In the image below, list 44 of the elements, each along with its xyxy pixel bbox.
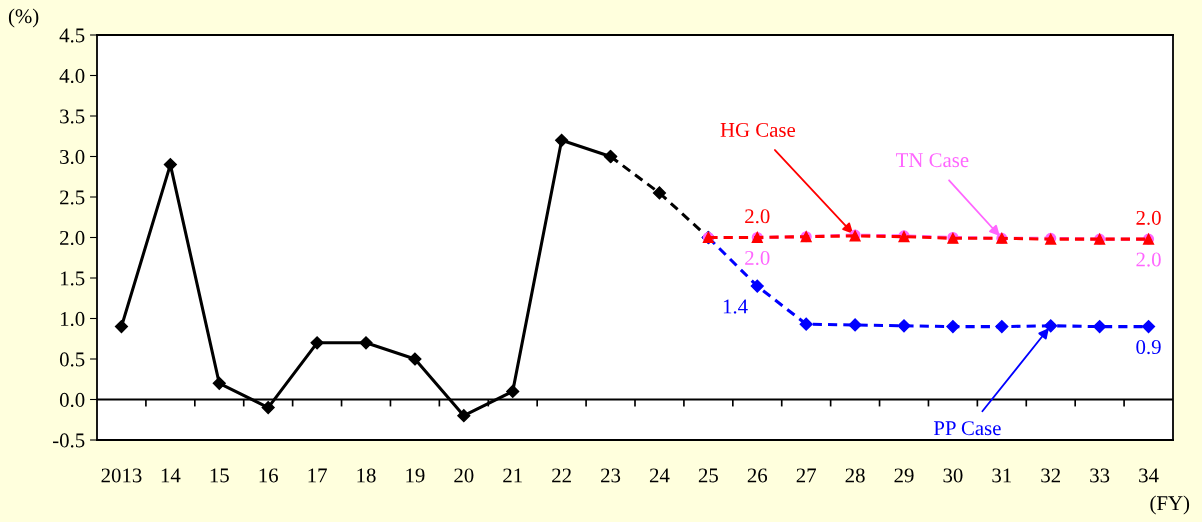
y-tick-label: 4.0 [59,68,85,84]
data-label: 2.0 [745,250,770,266]
y-tick-label: 4.5 [59,28,85,43]
x-tick-label: 15 [210,468,229,483]
x-tick-label: 16 [259,468,278,483]
x-tick-label: 34 [1139,468,1159,483]
y-tick-label: 0.0 [59,392,85,408]
x-tick-label: 28 [845,468,865,483]
x-tick-label: 22 [552,468,571,483]
x-tick-label: 32 [1041,468,1060,483]
y-axis-title: (%) [8,8,39,28]
x-tick-label: 21 [503,468,522,483]
x-axis-title: (FY) [1150,495,1190,515]
y-tick-label: 1.5 [60,271,85,286]
x-tick-label: 18 [357,468,376,483]
y-tick-label: 3.0 [60,149,85,165]
x-tick-label: 31 [992,468,1011,483]
x-tick-label: 20 [454,468,474,483]
y-tick-label: 3.5 [60,109,85,124]
x-tick-label: 30 [943,468,963,483]
y-tick-label: 1.0 [60,311,85,327]
x-tick-label: 14 [161,468,181,483]
x-tick-label: 24 [649,468,670,483]
y-tick-label: 2.0 [60,230,85,246]
x-tick-label: 2013 [101,468,142,483]
data-label: 1.4 [723,299,748,314]
y-tick-label: -0.5 [52,433,85,448]
x-tick-label: 19 [406,468,425,483]
x-tick-label: 27 [796,468,816,483]
x-tick-label: 25 [698,468,718,483]
annotation: HG Case [720,122,796,137]
y-tick-label: 2.5 [60,190,85,205]
data-label: 2.0 [1136,252,1161,267]
x-tick-label: 17 [308,468,327,483]
x-tick-label: 33 [1090,468,1110,483]
annotation: PP Case [933,421,1001,436]
data-label: 2.0 [745,209,770,224]
data-label: 0.9 [1136,339,1161,355]
x-tick-label: 23 [601,468,621,483]
data-label: 2.0 [1136,210,1161,225]
annotation: TN Case [896,153,969,168]
x-tick-label: 29 [894,468,914,483]
x-tick-label: 26 [747,468,768,483]
y-tick-label: 0.5 [59,352,85,367]
